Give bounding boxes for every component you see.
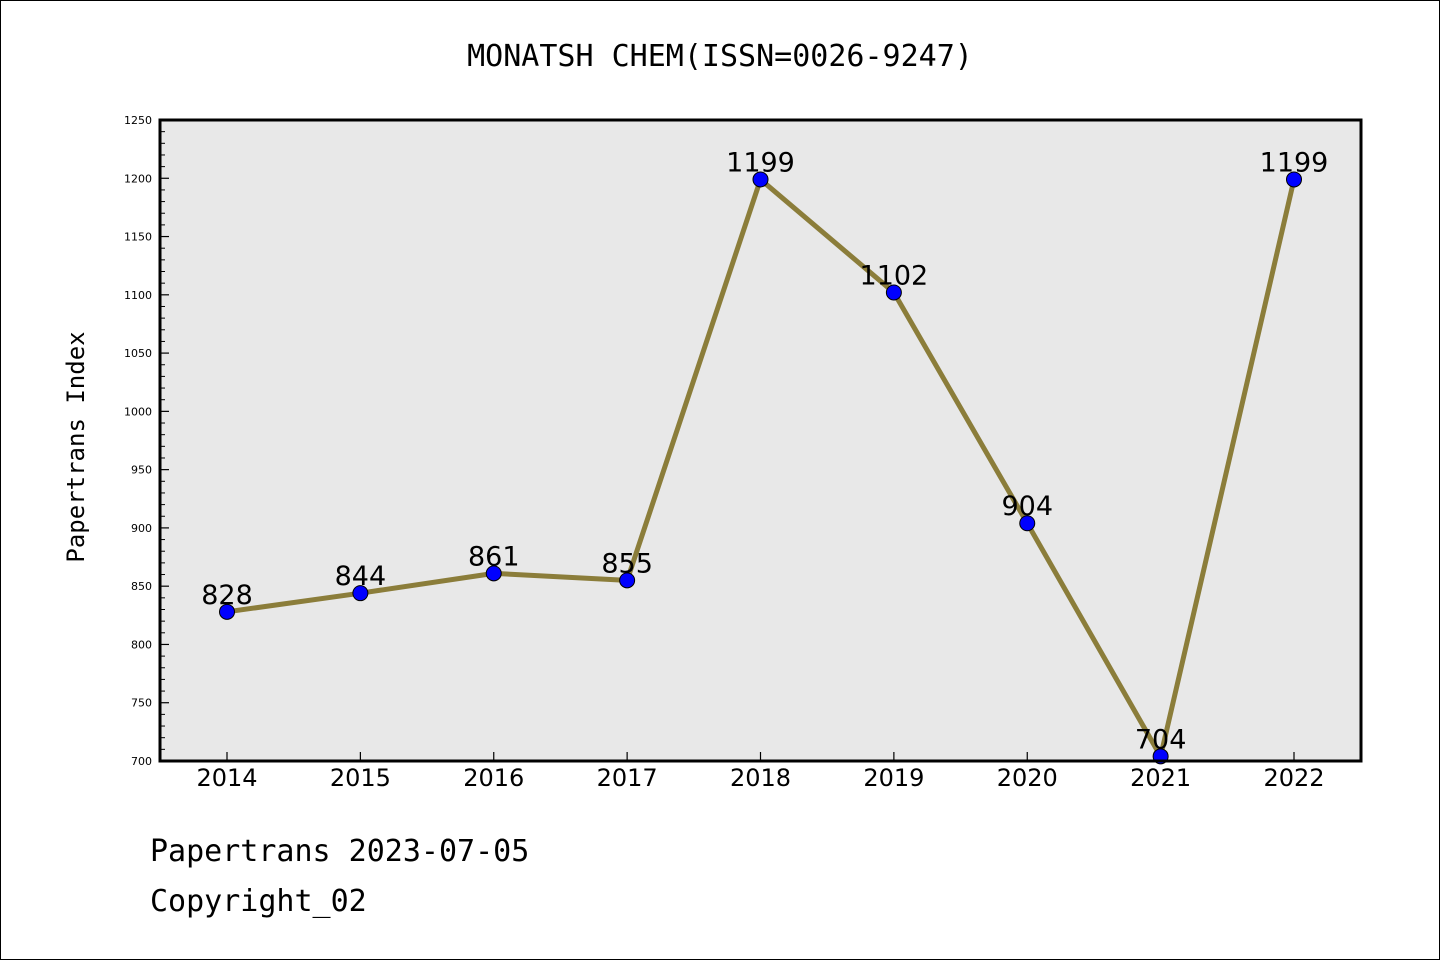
chart-title: MONATSH CHEM(ISSN=0026-9247) bbox=[467, 39, 973, 74]
x-tick-label: 2016 bbox=[463, 764, 524, 792]
data-label: 861 bbox=[468, 541, 520, 572]
data-point bbox=[1019, 515, 1036, 532]
data-label: 1199 bbox=[726, 147, 795, 178]
axis-ticks: 700 750 800 850 900 950 1000 1050 1100 1150 1200 12… bbox=[124, 114, 1325, 792]
x-tick-label: 2020 bbox=[997, 764, 1058, 792]
y-tick-label: 1050 bbox=[124, 347, 152, 360]
y-tick-label: 1100 bbox=[124, 289, 152, 302]
data-label: 1199 bbox=[1260, 147, 1329, 178]
data-labels: 828 844 861 855 1199 1102 904 704 1199 bbox=[201, 147, 1328, 755]
y-tick-label: 1250 bbox=[124, 114, 152, 127]
data-label: 1102 bbox=[860, 260, 929, 291]
plot-border bbox=[158, 118, 1363, 763]
x-tick-label: 2021 bbox=[1130, 764, 1191, 792]
y-tick-label: 750 bbox=[131, 697, 152, 710]
data-label: 904 bbox=[1001, 491, 1053, 522]
footer-copyright: Copyright_02 bbox=[150, 884, 367, 919]
x-tick-label: 2014 bbox=[196, 764, 257, 792]
data-point bbox=[752, 171, 769, 188]
footer-date: Papertrans 2023-07-05 bbox=[150, 834, 530, 869]
data-point bbox=[485, 565, 502, 582]
data-label: 855 bbox=[601, 548, 653, 579]
data-label: 704 bbox=[1135, 724, 1187, 755]
data-point bbox=[219, 603, 235, 620]
x-tick-label: 2015 bbox=[330, 764, 391, 792]
data-label: 828 bbox=[201, 580, 253, 611]
y-tick-label: 900 bbox=[131, 522, 152, 535]
x-tick-label: 2022 bbox=[1263, 764, 1324, 792]
y-tick-label: 850 bbox=[131, 580, 152, 593]
y-tick-label: 800 bbox=[131, 638, 152, 651]
data-point bbox=[352, 585, 369, 602]
data-label: 844 bbox=[335, 561, 387, 592]
y-tick-label: 1200 bbox=[124, 172, 152, 185]
data-point bbox=[885, 284, 902, 301]
y-tick-label: 1150 bbox=[124, 231, 152, 244]
data-point bbox=[619, 572, 636, 589]
y-axis-label: Papertrans Index bbox=[62, 331, 90, 562]
x-tick-label: 2018 bbox=[730, 764, 791, 792]
y-tick-label: 700 bbox=[131, 755, 152, 768]
plot-area bbox=[160, 120, 1361, 761]
x-tick-label: 2019 bbox=[863, 764, 924, 792]
x-tick-label: 2017 bbox=[597, 764, 658, 792]
y-tick-label: 950 bbox=[131, 464, 152, 477]
data-point bbox=[1286, 171, 1302, 188]
y-tick-label: 1000 bbox=[124, 405, 152, 418]
data-markers bbox=[219, 171, 1302, 765]
